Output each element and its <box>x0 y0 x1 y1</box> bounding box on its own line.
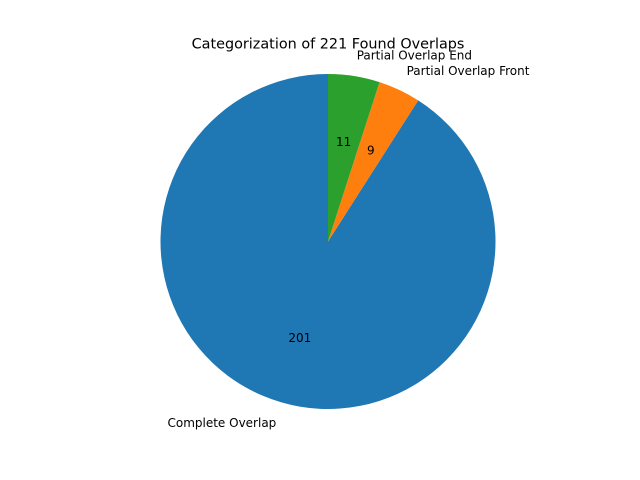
pie-slice-partial-overlap-end <box>328 74 380 242</box>
pie-slices <box>160 74 496 409</box>
slice-value-label: 9 <box>367 144 375 158</box>
slice-label: Complete Overlap <box>167 416 276 430</box>
pie-slice-complete-overlap <box>160 74 496 409</box>
chart-title: Categorization of 221 Found Overlaps <box>192 37 465 53</box>
pie-slice-partial-overlap-front <box>328 82 419 242</box>
slice-value-label: 11 <box>336 135 351 149</box>
slice-label: Partial Overlap End <box>357 48 472 62</box>
pie-labels: Complete Overlap 201 Partial Overlap Front… <box>167 48 529 430</box>
slice-value-label: 201 <box>288 331 311 345</box>
slice-label: Partial Overlap Front <box>407 64 530 78</box>
